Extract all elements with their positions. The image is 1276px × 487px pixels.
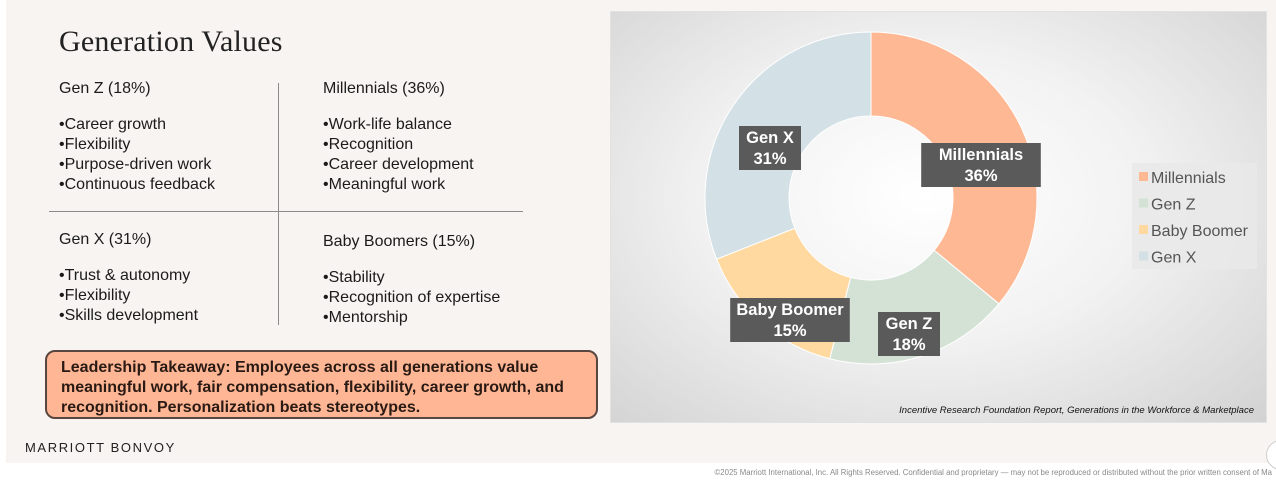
leadership-takeaway-callout: Leadership Takeaway: Employees across al… <box>45 350 598 419</box>
values-list: Work-life balance Recognition Career dev… <box>323 115 474 195</box>
page-title: Generation Values <box>59 25 283 58</box>
legend-swatch <box>1139 198 1148 208</box>
brand-logo: MARRIOTT BONVOY <box>25 440 176 455</box>
chart-panel: Millennials 36% Gen Z 18% Baby Boomer 15% Gen … <box>610 11 1267 423</box>
slide: Generation Values Gen Z (18%) Career gro… <box>6 0 1276 463</box>
list-item: Flexibility <box>59 286 198 306</box>
donut-slice-gen-z <box>829 249 1000 365</box>
list-item: Stability <box>323 268 500 288</box>
data-label-box <box>739 126 801 170</box>
list-item: Meaningful work <box>323 175 474 195</box>
data-label-box <box>730 298 850 342</box>
list-item: Work-life balance <box>323 115 474 135</box>
list-item: Recognition <box>323 135 474 155</box>
data-label: Gen Z 18% <box>878 312 940 356</box>
data-label: Gen X 31% <box>739 126 801 170</box>
millennials-quadrant: Millennials (36%) Work-life balance Reco… <box>323 79 474 195</box>
legend-entry: Gen X <box>1151 250 1197 267</box>
data-label-value: 36% <box>964 167 997 185</box>
data-label-box <box>878 312 940 356</box>
list-item: Career development <box>323 155 474 175</box>
quadrant-heading: Baby Boomers (15%) <box>323 233 476 250</box>
legend-swatch <box>1139 172 1148 181</box>
legend-swatch <box>1139 225 1148 234</box>
quadrant-heading: Gen X (31%) <box>59 231 152 248</box>
data-label-name: Gen X <box>746 129 794 147</box>
baby-boomers-quadrant: Baby Boomers (15%) Stability Recognition… <box>323 232 500 328</box>
values-list: Stability Recognition of expertise Mento… <box>323 268 501 328</box>
list-item: Continuous feedback <box>59 175 215 195</box>
quadrant-divider-vertical <box>278 83 279 325</box>
legend-entry: Baby Boomer <box>1151 223 1249 240</box>
gen-x-quadrant: Gen X (31%) Trust & autonomy Flexibility… <box>59 230 198 326</box>
copyright-footer: ©2025 Marriott International, Inc. All R… <box>714 468 1272 477</box>
legend-box <box>1132 163 1257 269</box>
quadrant-heading: Millennials (36%) <box>323 80 445 97</box>
data-label-name: Millennials <box>939 146 1023 164</box>
list-item: Recognition of expertise <box>323 288 501 308</box>
donut-chart: Millennials 36% Gen Z 18% Baby Boomer 15% Gen … <box>704 31 1257 365</box>
data-label: Baby Boomer 15% <box>730 298 850 342</box>
list-item: Trust & autonomy <box>59 266 198 286</box>
list-item: Flexibility <box>59 135 215 155</box>
gen-z-quadrant: Gen Z (18%) Career growth Flexibility Pu… <box>59 79 215 195</box>
source-citation: Incentive Research Foundation Report, Ge… <box>899 405 1254 416</box>
data-label-value: 31% <box>753 150 786 168</box>
data-label-box <box>921 143 1041 187</box>
data-label-name: Baby Boomer <box>736 301 844 319</box>
values-list: Career growth Flexibility Purpose-driven… <box>59 115 215 195</box>
data-label-value: 15% <box>773 322 806 340</box>
data-label-value: 18% <box>892 336 925 354</box>
data-label: Millennials 36% <box>921 143 1041 187</box>
legend-swatch <box>1139 251 1148 261</box>
legend-entry: Gen Z <box>1151 197 1196 214</box>
quadrant-heading: Gen Z (18%) <box>59 80 151 97</box>
list-item: Mentorship <box>323 308 500 328</box>
legend-entry: Millennials <box>1151 170 1226 187</box>
list-item: Career growth <box>59 115 215 135</box>
quadrant-divider-horizontal <box>49 211 523 212</box>
values-list: Trust & autonomy Flexibility Skills deve… <box>59 266 198 326</box>
data-label-name: Gen Z <box>886 315 933 333</box>
list-item: Skills development <box>59 306 198 326</box>
list-item: Purpose-driven work <box>59 155 215 175</box>
